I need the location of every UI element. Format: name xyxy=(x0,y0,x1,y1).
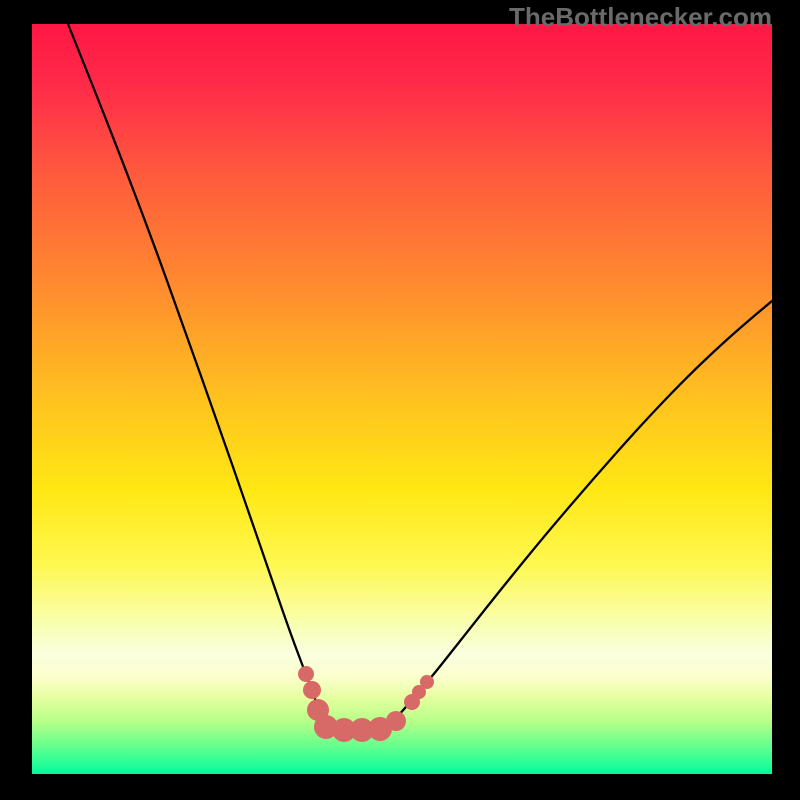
data-marker xyxy=(303,681,321,699)
bottleneck-chart xyxy=(0,0,800,800)
data-marker xyxy=(386,711,406,731)
watermark-text: TheBottlenecker.com xyxy=(509,2,772,33)
chart-plot-area xyxy=(32,24,772,774)
data-marker xyxy=(298,666,314,682)
data-marker xyxy=(420,675,434,689)
